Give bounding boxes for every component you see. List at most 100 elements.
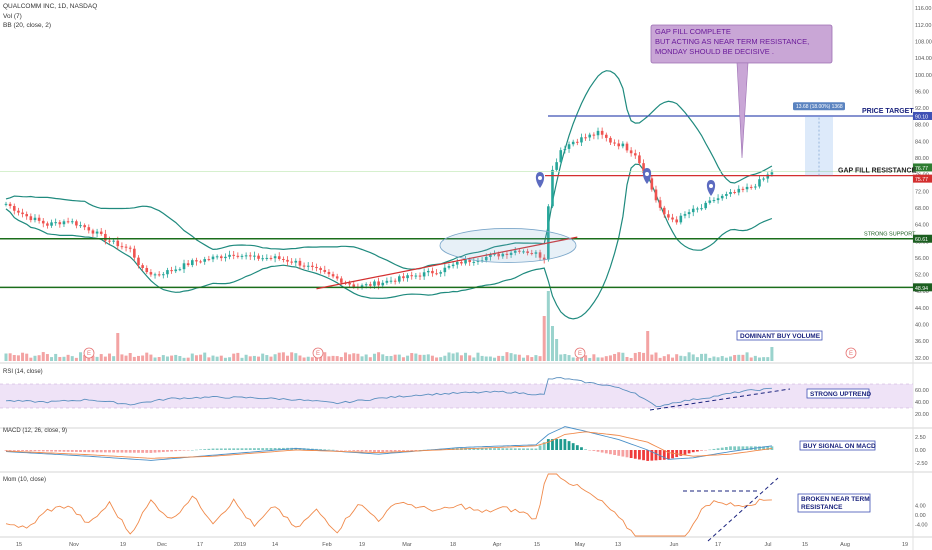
volume-bar xyxy=(571,357,575,361)
candle xyxy=(195,260,198,262)
macd-histogram-bar xyxy=(617,450,621,456)
candle xyxy=(162,274,165,276)
candle xyxy=(228,254,231,257)
macd-histogram-bar xyxy=(91,450,95,453)
candle xyxy=(261,258,264,260)
volume-bar xyxy=(199,354,203,361)
price-axis-tick: 68.00 xyxy=(915,206,929,212)
volume-bar xyxy=(762,357,766,361)
price-level-tag-label: 76.77 xyxy=(915,166,928,172)
candle xyxy=(157,274,161,276)
price-level-tag xyxy=(913,234,932,243)
candle xyxy=(650,178,654,190)
volume-bar xyxy=(637,352,641,361)
candle xyxy=(124,246,128,248)
candle xyxy=(50,222,53,226)
volume-bar xyxy=(257,356,261,361)
earnings-marker xyxy=(845,347,857,359)
candle xyxy=(95,231,99,234)
macd-histogram-bar xyxy=(766,446,770,450)
candle xyxy=(609,137,612,143)
volume-bar xyxy=(244,354,248,361)
volume-bar xyxy=(671,357,675,361)
volume-bar xyxy=(50,357,54,361)
macd-histogram-bar xyxy=(116,450,120,453)
price-axis-tick: 100.00 xyxy=(915,73,932,79)
macd-histogram-bar xyxy=(559,439,563,450)
earnings-marker xyxy=(312,347,324,359)
macd-histogram-bar xyxy=(546,439,550,450)
macd-histogram-bar xyxy=(530,448,534,450)
macd-histogram-bar xyxy=(517,448,521,450)
candle xyxy=(725,194,728,196)
macd-histogram-bar xyxy=(381,450,385,452)
price-axis-tick: 84.00 xyxy=(915,139,929,145)
earnings-marker xyxy=(574,347,586,359)
candle xyxy=(476,260,480,262)
macd-histogram-bar xyxy=(224,448,227,450)
volume-bar xyxy=(687,352,691,361)
rsi-band xyxy=(0,384,913,408)
candle xyxy=(493,253,496,255)
rsi-trendline xyxy=(649,388,791,411)
macd-histogram-bar xyxy=(331,449,335,451)
price-axis-tick: 88.00 xyxy=(915,123,929,129)
volume-bar xyxy=(749,357,753,361)
volume-bar xyxy=(116,333,120,361)
volume-bar xyxy=(8,353,12,361)
volume-bar xyxy=(708,357,712,361)
macd-histogram-bar xyxy=(236,448,240,450)
macd-histogram-bar xyxy=(132,450,136,453)
candle xyxy=(712,200,716,202)
price-target-label: PRICE TARGET xyxy=(862,108,914,115)
volume-bar xyxy=(228,357,232,361)
candle xyxy=(642,163,645,173)
macd-histogram-bar xyxy=(604,450,608,454)
candle xyxy=(70,221,74,223)
candle xyxy=(518,250,521,252)
candle xyxy=(286,259,289,262)
candle xyxy=(584,137,587,139)
macd-histogram-bar xyxy=(70,450,74,452)
candle xyxy=(716,198,720,201)
price-axis-tick: 64.00 xyxy=(915,223,929,229)
volume-bar xyxy=(269,356,273,361)
volume-bar xyxy=(74,357,78,361)
candle xyxy=(720,195,724,199)
volume-bar xyxy=(468,355,472,361)
time-axis-tick: 19 xyxy=(120,542,126,548)
candle xyxy=(497,253,500,257)
macd-histogram-bar xyxy=(542,442,546,450)
macd-histogram-bar xyxy=(488,448,492,450)
volume-bar xyxy=(733,355,737,361)
symbol-title: QUALCOMM INC, 1D, NASDAQ xyxy=(3,3,98,10)
macd-histogram-bar xyxy=(758,446,761,450)
candle xyxy=(149,272,153,275)
macd-histogram-bar xyxy=(253,448,256,450)
macd-histogram-bar xyxy=(137,450,140,453)
candle xyxy=(745,186,749,190)
candle xyxy=(447,266,451,268)
macd-histogram-bar xyxy=(17,450,20,451)
macd-histogram-bar xyxy=(480,448,484,450)
volume-bar xyxy=(695,357,699,361)
macd-histogram-bar xyxy=(406,450,409,451)
macd-histogram-bar xyxy=(153,450,157,453)
macd-histogram-bar xyxy=(25,450,29,452)
volume-bar xyxy=(720,356,724,361)
volume-bar xyxy=(488,356,492,361)
volume-bar xyxy=(157,357,161,361)
time-axis-tick: Apr xyxy=(493,542,502,548)
candle xyxy=(166,270,169,275)
candle xyxy=(393,280,397,282)
price-level-tag xyxy=(913,283,932,292)
price-axis-tick: 48.00 xyxy=(915,289,929,295)
candle xyxy=(174,269,178,272)
volume-bar xyxy=(58,356,62,361)
candle xyxy=(207,259,211,261)
callout-text-line: GAP FILL COMPLETE xyxy=(655,27,731,36)
volume-bar xyxy=(165,356,169,361)
macd-histogram-bar xyxy=(281,447,285,450)
candle xyxy=(696,208,699,210)
